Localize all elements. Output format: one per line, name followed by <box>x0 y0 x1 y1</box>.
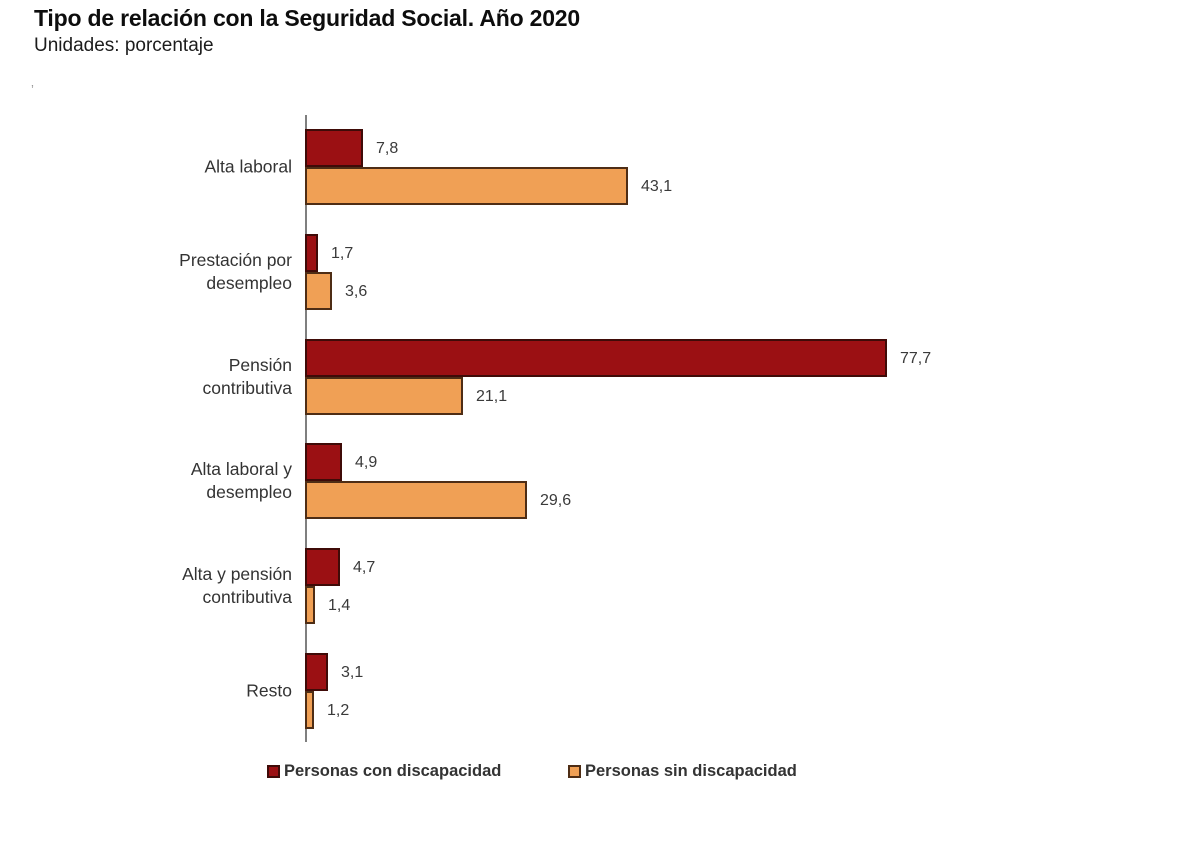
bar-personas-sin-discapacidad <box>305 167 628 205</box>
legend-swatch-con-discapacidad-icon <box>267 765 280 778</box>
value-label: 3,1 <box>341 664 364 681</box>
value-label: 43,1 <box>641 178 673 195</box>
value-label: 29,6 <box>540 492 572 509</box>
bar-personas-con-discapacidad <box>305 548 340 586</box>
y-axis-line <box>305 115 307 742</box>
page-title: Tipo de relación con la Seguridad Social… <box>34 5 580 31</box>
bar-personas-con-discapacidad <box>305 234 318 272</box>
stray-mark: ’ <box>31 82 34 97</box>
category-label-line: Alta y pensión <box>182 564 292 584</box>
bar-personas-sin-discapacidad <box>305 377 463 415</box>
category-label: Prestación por desempleo <box>0 249 292 295</box>
legend-item-personas-sin-discapacidad: Personas sin discapacidad <box>568 762 797 781</box>
bar-personas-sin-discapacidad <box>305 691 314 729</box>
bar-personas-sin-discapacidad <box>305 586 315 624</box>
category-label: Alta y pensión contributiva <box>0 563 292 609</box>
bar-personas-sin-discapacidad <box>305 481 527 519</box>
value-label: 3,6 <box>345 283 368 300</box>
legend-label-con-discapacidad: Personas con discapacidad <box>284 762 502 780</box>
category-label-line: Pensión <box>228 355 292 375</box>
legend-label-sin-discapacidad: Personas sin discapacidad <box>585 762 797 780</box>
bar-personas-con-discapacidad <box>305 339 887 377</box>
legend: Personas con discapacidad Personas sin d… <box>0 762 1200 788</box>
units-label: Unidades: porcentaje <box>34 35 214 56</box>
category-label: Resto <box>0 680 292 703</box>
value-label: 7,8 <box>376 140 399 157</box>
value-label: 1,2 <box>327 702 350 719</box>
bar-personas-sin-discapacidad <box>305 272 332 310</box>
value-label: 21,1 <box>476 388 508 405</box>
value-label: 4,7 <box>353 559 376 576</box>
category-label-line: Alta laboral <box>204 156 292 177</box>
legend-swatch-sin-discapacidad-icon <box>568 765 581 778</box>
category-label-line: desempleo <box>206 273 292 293</box>
value-label: 4,9 <box>355 454 378 471</box>
bar-personas-con-discapacidad <box>305 653 328 691</box>
category-label-line: Resto <box>246 680 292 701</box>
category-label: Alta laboral <box>0 156 292 179</box>
category-label-line: Alta laboral y <box>190 459 292 479</box>
bar-personas-con-discapacidad <box>305 443 342 481</box>
legend-item-personas-con-discapacidad: Personas con discapacidad <box>267 762 501 781</box>
bar-personas-con-discapacidad <box>305 129 363 167</box>
category-label-line: contributiva <box>202 378 293 398</box>
value-label: 1,7 <box>331 245 354 262</box>
category-label-line: contributiva <box>202 587 293 607</box>
category-label: Alta laboral y desempleo <box>0 458 292 504</box>
category-label: Pensión contributiva <box>0 354 293 400</box>
category-label-line: desempleo <box>206 482 292 502</box>
value-label: 77,7 <box>900 350 932 367</box>
category-label-line: Prestación por <box>179 250 292 270</box>
value-label: 1,4 <box>328 597 351 614</box>
